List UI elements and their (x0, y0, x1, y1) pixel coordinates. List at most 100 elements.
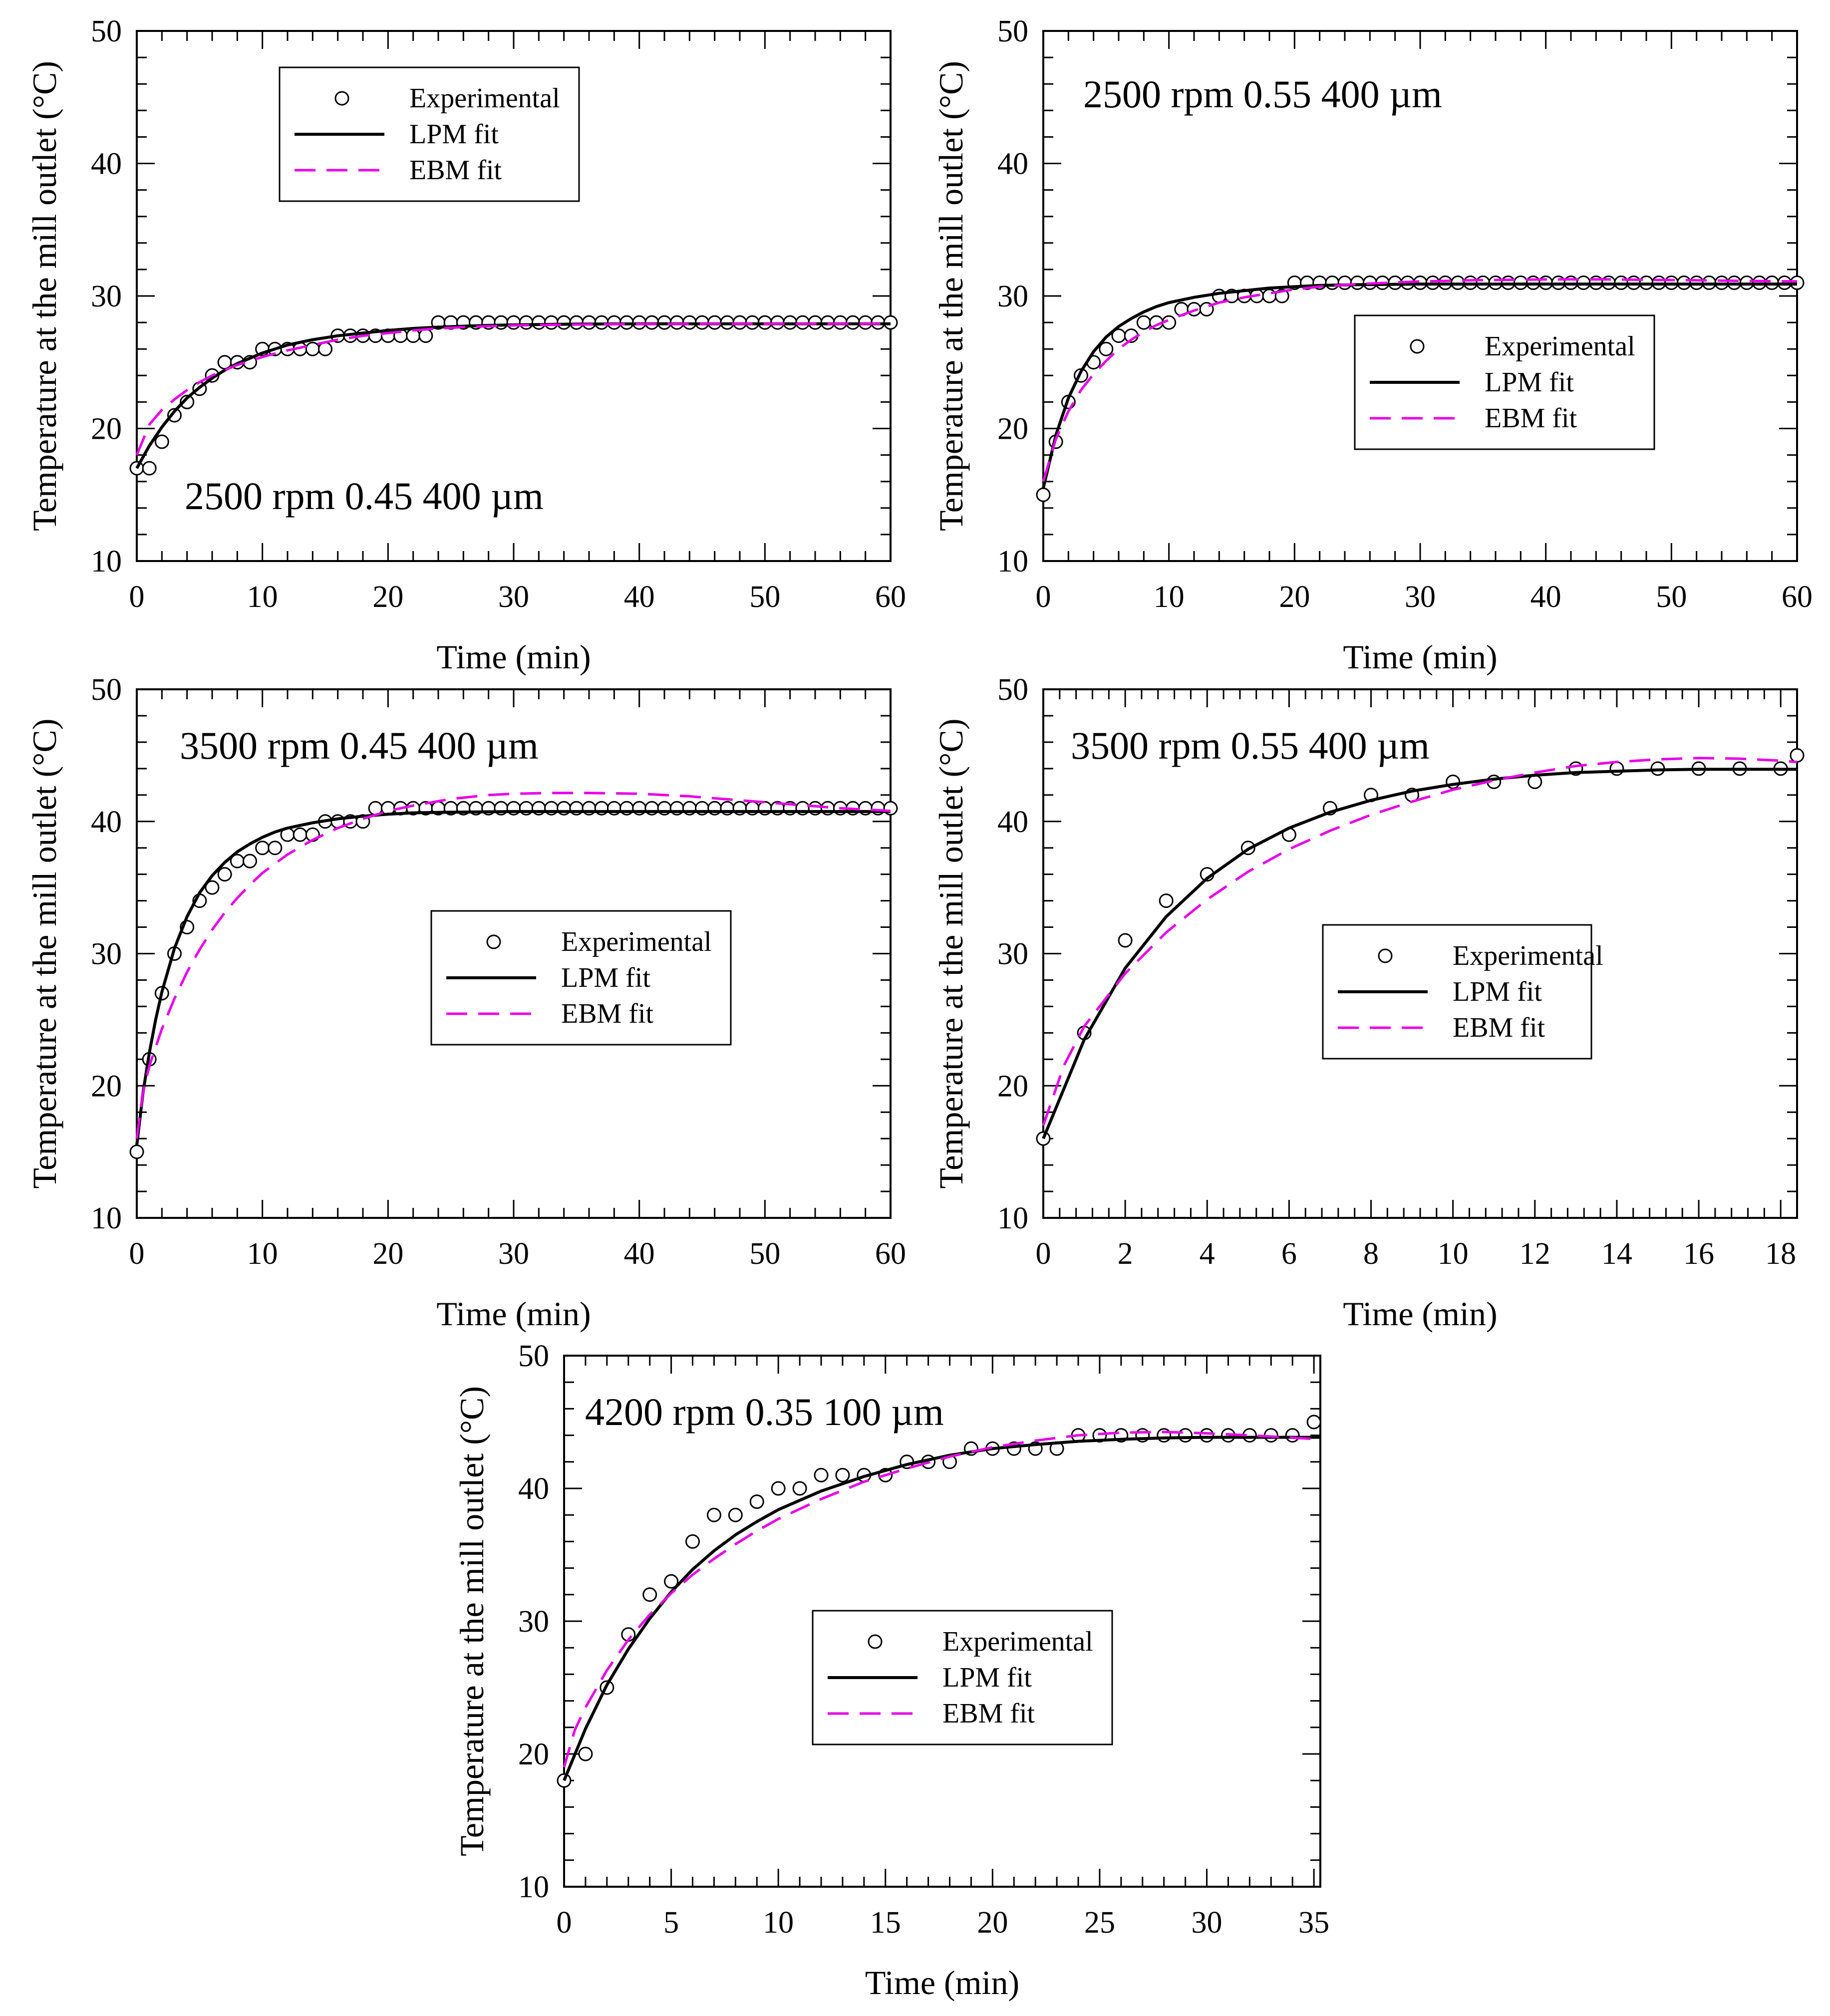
legend-marker-experimental (334, 91, 349, 106)
x-axis-label: Time (min) (1343, 638, 1497, 676)
x-tick-label: 18 (1765, 1237, 1796, 1271)
x-tick-label: 10 (247, 580, 278, 614)
data-point (771, 1481, 786, 1496)
x-tick-label: 10 (763, 1906, 794, 1940)
data-point (243, 854, 257, 868)
x-tick-label: 20 (977, 1906, 1008, 1940)
legend: Experimental LPM fit EBM fit (279, 66, 580, 202)
data-point (569, 315, 584, 330)
data-point (1136, 315, 1151, 330)
legend-label: EBM fit (409, 155, 502, 186)
series-ebm-fit-line (563, 1431, 1321, 1768)
legend-label: EBM fit (1453, 1012, 1545, 1043)
x-tick-label: 20 (372, 580, 403, 614)
x-tick-label: 0 (1036, 1237, 1051, 1271)
data-point (129, 461, 144, 476)
x-tick-label: 10 (1438, 1237, 1469, 1271)
y-tick-label: 30 (91, 280, 122, 313)
y-tick-label: 30 (997, 280, 1028, 313)
data-point (1306, 1415, 1321, 1430)
legend-label: Experimental (1453, 940, 1603, 971)
legend-marker-experimental (1410, 339, 1425, 354)
y-tick-label: 10 (518, 1870, 549, 1904)
legend-label: LPM fit (1485, 367, 1574, 398)
x-tick-label: 16 (1683, 1237, 1714, 1271)
chart-panel-4: 0 2 4 6 8 10 12 14 16 18 10 20 30 40 50 Time (min) Tempe… (932, 673, 1805, 1333)
data-point (1187, 302, 1202, 317)
data-point (706, 1507, 721, 1522)
x-tick-label: 4 (1200, 1237, 1215, 1271)
data-point (129, 1145, 144, 1159)
series-lpm-fit-line (1042, 768, 1797, 1140)
legend-label: EBM fit (942, 1698, 1035, 1729)
series-ebm-fit-line (135, 792, 891, 1139)
series-ebm-fit-line (1042, 757, 1798, 1126)
x-tick-label: 6 (1281, 1237, 1297, 1271)
data-point (1036, 487, 1051, 502)
data-point (167, 408, 182, 423)
x-tick-label: 25 (1084, 1906, 1115, 1940)
legend-label: EBM fit (1485, 403, 1577, 434)
data-point (1200, 1428, 1215, 1443)
y-tick-label: 10 (997, 1201, 1028, 1235)
data-point (582, 315, 597, 330)
data-point (1350, 275, 1365, 290)
y-tick-label: 20 (518, 1737, 549, 1771)
x-tick-label: 15 (870, 1906, 901, 1940)
y-axis-label: Temperature at the mill outlet (°C) (25, 61, 63, 531)
data-point (1527, 774, 1542, 789)
series-lpm-fit-line (563, 1436, 1320, 1781)
data-point (305, 341, 320, 356)
data-point (1609, 761, 1624, 776)
x-tick-label: 60 (875, 580, 906, 614)
data-point (531, 315, 546, 330)
data-point (544, 315, 559, 330)
y-tick-label: 40 (91, 805, 122, 839)
y-tick-label: 20 (997, 1069, 1028, 1103)
y-axis-label: Temperature at the mill outlet (°C) (25, 718, 63, 1188)
legend-label: Experimental (942, 1626, 1093, 1657)
chart-title: 4200 rpm 0.35 100 µm (585, 1390, 944, 1434)
chart-panel-5: 0 5 10 15 20 25 30 35 10 20 30 40 50 Time (min) Temper… (453, 1339, 1329, 2002)
x-tick-label: 2 (1118, 1237, 1133, 1271)
chart-title: 3500 rpm 0.55 400 µm (1071, 724, 1430, 767)
chart-title: 3500 rpm 0.45 400 µm (180, 724, 539, 767)
y-tick-label: 40 (518, 1472, 549, 1506)
series-ebm-fit-line (135, 322, 891, 456)
legend: Experimental LPM fit EBM fit (812, 1610, 1113, 1745)
data-point (749, 1494, 764, 1509)
legend-label: LPM fit (561, 962, 650, 993)
data-point (1337, 275, 1352, 290)
data-point (1285, 1428, 1300, 1443)
y-tick-label: 50 (91, 673, 122, 707)
legend: Experimental LPM fit EBM fit (1322, 924, 1603, 1060)
legend-label: EBM fit (561, 998, 654, 1029)
legend-label: LPM fit (942, 1662, 1032, 1693)
x-tick-label: 30 (1192, 1906, 1222, 1940)
x-tick-label: 30 (498, 580, 529, 614)
y-tick-label: 50 (91, 14, 122, 48)
y-tick-label: 40 (91, 147, 122, 181)
data-point (519, 315, 534, 330)
x-tick-label: 10 (1154, 580, 1185, 614)
data-point (814, 1467, 829, 1482)
y-tick-label: 20 (997, 412, 1028, 446)
legend-label: LPM fit (1453, 976, 1542, 1007)
legend: Experimental LPM fit EBM fit (430, 910, 732, 1046)
x-tick-label: 50 (1656, 580, 1687, 614)
y-axis-label: Temperature at the mill outlet (°C) (932, 718, 970, 1188)
y-tick-label: 40 (997, 805, 1028, 839)
x-tick-label: 40 (1530, 580, 1561, 614)
data-point (728, 1507, 743, 1522)
x-tick-label: 30 (1405, 580, 1436, 614)
data-point (1159, 893, 1174, 908)
series-lpm-fit-line (135, 322, 891, 469)
y-tick-label: 10 (91, 1201, 122, 1235)
y-tick-label: 30 (997, 937, 1028, 971)
data-point (1118, 933, 1133, 948)
x-tick-label: 30 (498, 1237, 529, 1271)
data-point (792, 1481, 807, 1496)
x-axis-label: Time (min) (436, 1295, 591, 1333)
